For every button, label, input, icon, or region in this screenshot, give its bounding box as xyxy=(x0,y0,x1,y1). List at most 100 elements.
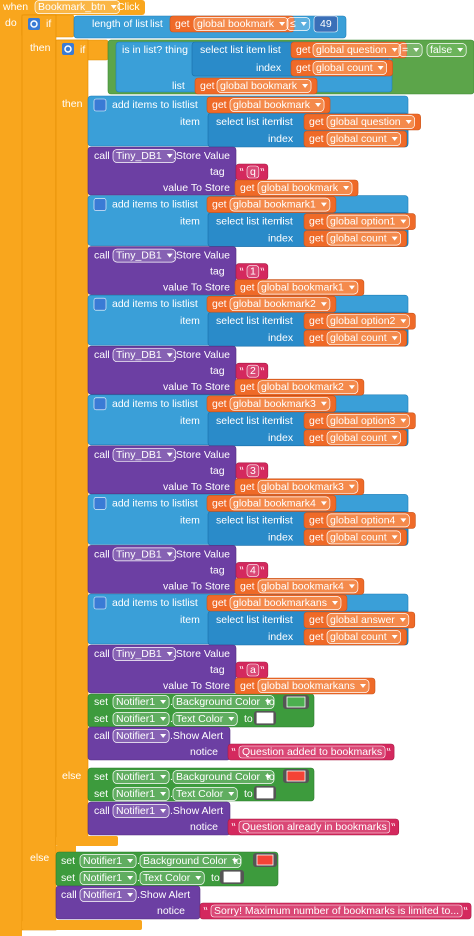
dropdown-arrow xyxy=(166,552,173,557)
block-label: add items to list xyxy=(112,298,185,310)
dropdown-field xyxy=(426,43,467,57)
block-label: tag xyxy=(210,266,225,278)
get-text: get xyxy=(309,315,324,327)
gear-icon xyxy=(62,43,74,55)
dd-text: Tiny_DB1 xyxy=(116,349,162,361)
dropdown-field xyxy=(172,712,238,726)
dropdown-arrow xyxy=(391,137,398,141)
block-label: to xyxy=(211,872,220,884)
gear-icon xyxy=(64,45,72,53)
variable-dropdown xyxy=(229,396,331,411)
text-field xyxy=(246,364,260,378)
variable-dropdown xyxy=(229,98,325,112)
quote-mark xyxy=(239,466,265,470)
var-text: global bookmarkans xyxy=(233,597,327,609)
block-label: to xyxy=(266,771,275,783)
dropdown-field xyxy=(112,149,177,163)
dropdown-field xyxy=(112,787,170,801)
block-label: length of list xyxy=(92,18,148,30)
block-label: set xyxy=(94,771,108,783)
dropdown-arrow xyxy=(400,418,407,423)
get-text: get xyxy=(309,233,324,245)
variable-dropdown xyxy=(257,380,359,395)
block-label: .Show Alert xyxy=(137,889,190,901)
dropdown-arrow xyxy=(405,120,412,124)
dropdown-field xyxy=(112,695,170,709)
dropdown-arrow xyxy=(320,501,327,506)
get-text: get xyxy=(200,80,215,92)
get-text: get xyxy=(212,497,227,509)
block-label: item xyxy=(180,116,200,128)
dropdown-arrow xyxy=(228,717,235,721)
variable-dropdown xyxy=(326,630,401,644)
gear-icon xyxy=(93,497,107,510)
var-text: global bookmark2 xyxy=(261,381,344,393)
dropdown-arrow xyxy=(391,635,398,639)
str-text: Question already in bookmarks xyxy=(242,821,387,833)
block-label: select list item xyxy=(216,614,282,626)
block-label: select list item xyxy=(216,415,282,427)
var-text: global bookmark3 xyxy=(233,398,316,410)
get-text: get xyxy=(240,481,255,493)
dropdown-field xyxy=(112,804,170,818)
dropdown-arrow xyxy=(413,48,420,52)
variable-dropdown xyxy=(312,61,387,75)
dropdown-arrow xyxy=(166,253,173,258)
var-text: global bookmark4 xyxy=(261,580,344,592)
color-swatch xyxy=(254,711,276,725)
call-block xyxy=(55,885,201,920)
var-text: global count xyxy=(330,631,387,643)
variable-dropdown xyxy=(326,613,410,627)
number-block xyxy=(313,15,338,33)
dropdown-field xyxy=(79,888,137,902)
get-text: get xyxy=(309,514,324,526)
text-field xyxy=(246,165,260,179)
dd-text: Text Color xyxy=(143,872,191,884)
dropdown-arrow xyxy=(232,859,239,863)
dropdown-arrow xyxy=(127,859,134,863)
dropdown-arrow xyxy=(391,336,398,341)
block-label: index xyxy=(268,233,294,245)
var-text: global option2 xyxy=(330,315,396,327)
block-label: set xyxy=(94,788,108,800)
dropdown-arrow xyxy=(348,285,355,290)
event-header xyxy=(0,0,145,15)
var-text: global count xyxy=(330,133,387,145)
dd-text: Text Color xyxy=(176,788,224,800)
bool-text: false xyxy=(430,44,452,56)
text-block xyxy=(227,818,400,836)
dd-text: = xyxy=(402,44,408,56)
get-text: get xyxy=(240,580,255,592)
dropdown-arrow xyxy=(315,103,322,107)
str-text: q xyxy=(250,166,256,178)
dropdown-arrow xyxy=(160,717,167,721)
get-text: get xyxy=(240,282,255,294)
block-label: . xyxy=(137,872,140,884)
dropdown-field xyxy=(79,871,137,885)
dropdown-field xyxy=(112,547,177,562)
text-field xyxy=(210,904,463,918)
dropdown-arrow xyxy=(359,684,366,688)
dropdown-arrow xyxy=(391,435,398,440)
dropdown-arrow xyxy=(400,219,407,224)
dd-text: Notifier1 xyxy=(116,696,155,708)
block-label: to xyxy=(244,713,253,725)
dropdown-arrow xyxy=(160,775,167,779)
dropdown-arrow xyxy=(391,48,398,52)
dropdown-field xyxy=(286,17,311,31)
str-text: a xyxy=(250,664,256,676)
block-label: to xyxy=(233,855,242,867)
variable-dropdown xyxy=(326,314,410,329)
block-label: then xyxy=(62,98,83,110)
block-label: list xyxy=(280,614,293,626)
gear-icon xyxy=(93,198,107,211)
dd-text: Tiny_DB1 xyxy=(116,250,162,262)
call-block xyxy=(87,801,231,836)
block-label: set xyxy=(94,713,108,725)
var-text: global count xyxy=(330,233,387,245)
variable-dropdown xyxy=(257,579,359,594)
outer-else-row xyxy=(56,846,76,854)
block-label: list xyxy=(185,597,198,609)
get-text: get xyxy=(212,199,227,211)
